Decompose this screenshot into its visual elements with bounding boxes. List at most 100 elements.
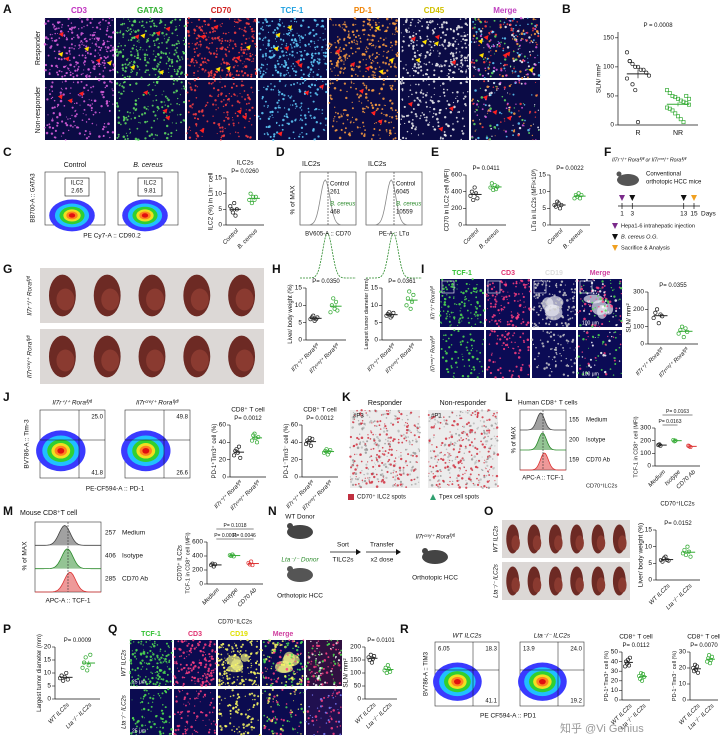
micrograph-cell [164, 95, 167, 98]
micrograph-cell [444, 437, 448, 440]
scale-bar-label: 100 μm [582, 320, 599, 326]
micrograph-cell [182, 100, 186, 104]
micrograph-cell [554, 365, 557, 368]
micrograph-cell [381, 108, 384, 111]
micrograph-cell [53, 99, 56, 102]
micrograph-cell [556, 298, 559, 301]
arrowhead [438, 126, 444, 132]
micrograph-cell [299, 106, 302, 109]
micrograph-cell [131, 70, 134, 73]
micrograph-cell [378, 424, 381, 427]
micrograph-cell [464, 103, 467, 106]
micrograph-cell [449, 28, 453, 31]
micrograph-cell [517, 356, 521, 359]
day-label: 15 [690, 211, 698, 218]
micrograph-cell [289, 43, 292, 46]
micrograph-cell [536, 94, 539, 96]
micrograph-cell [358, 477, 360, 479]
micrograph-cell [417, 423, 419, 425]
micrograph-cell [437, 121, 440, 124]
micrograph-cell [252, 58, 255, 60]
micrograph-cell [353, 68, 355, 70]
inset-box [487, 280, 501, 294]
micrograph-cell [512, 134, 515, 137]
micrograph-cell [360, 409, 363, 412]
micrograph-cell [501, 74, 505, 78]
micrograph-cell [521, 77, 524, 79]
micrograph-cell [174, 29, 177, 32]
micrograph-cell [428, 441, 431, 444]
micrograph-cell [466, 64, 469, 68]
timeline-arrow [629, 195, 636, 201]
micrograph-cell [384, 450, 387, 453]
micrograph-cell [163, 38, 165, 40]
micrograph-cell [206, 120, 209, 123]
micrograph-cell [459, 444, 463, 448]
micrograph-cell [323, 54, 325, 57]
micrograph-cell [432, 33, 434, 35]
micrograph-cell [537, 313, 540, 316]
micrograph-cell [497, 325, 500, 328]
micrograph-cell [529, 110, 532, 113]
micrograph-cell [81, 43, 83, 45]
micrograph-cell [620, 321, 623, 324]
micrograph-cell [425, 21, 429, 24]
micrograph-cell [594, 336, 596, 339]
micrograph-cell [487, 429, 491, 432]
micrograph-cell [316, 60, 319, 63]
condition-label: CD70⁺ILC2s [586, 482, 618, 489]
micrograph-cell [389, 99, 392, 102]
y-tick-label: 5 [298, 319, 302, 326]
micrograph-cell [512, 334, 514, 337]
micrograph-cell [462, 97, 465, 100]
micrograph-cell [384, 104, 387, 107]
micrograph-cell [156, 110, 159, 112]
micrograph-cell [532, 39, 535, 42]
micrograph-cell [372, 53, 374, 55]
micrograph-cell [478, 474, 481, 477]
micrograph-cell [565, 339, 568, 342]
micrograph-cell [373, 35, 376, 38]
y-tick-label: 200 [451, 205, 462, 212]
micrograph-cell [86, 18, 89, 21]
micrograph-cell [376, 460, 379, 463]
micrograph-cell [395, 463, 397, 465]
micrograph-cell [601, 286, 604, 289]
micrograph-cell [56, 43, 59, 46]
micrograph-cell [506, 323, 509, 326]
micrograph-cell [489, 47, 492, 49]
micrograph-cell [459, 18, 462, 20]
micrograph-cell [245, 109, 247, 111]
micrograph-cell [218, 36, 220, 38]
micrograph-cell [149, 25, 152, 28]
micrograph-cell [428, 439, 431, 443]
y-axis-label: BV786-A :: Tim-3 [24, 419, 31, 469]
micrograph-cell [529, 54, 532, 57]
micrograph-cell [437, 50, 439, 52]
micrograph-cell [402, 136, 405, 139]
micrograph-cell [282, 118, 285, 122]
micrograph-cell [260, 66, 263, 69]
arrowhead [358, 88, 364, 94]
micrograph-cell [273, 28, 277, 32]
micrograph-cell [218, 39, 221, 42]
micrograph-cell [102, 43, 105, 46]
image-title: Non-responder [440, 400, 487, 407]
micrograph-cell [163, 101, 165, 103]
micrograph-cell [434, 415, 436, 418]
micrograph-cell [142, 49, 144, 51]
micrograph-cell [420, 53, 422, 55]
micrograph-cell [512, 17, 516, 20]
micrograph-cell [91, 18, 94, 20]
quadrant-value: 25.0 [91, 415, 103, 421]
micrograph-cell [579, 310, 582, 313]
micrograph-cell [80, 40, 83, 43]
micrograph-cell [364, 129, 366, 131]
plot-title: CD8⁺ T cell [231, 407, 265, 414]
micrograph-cell [585, 278, 588, 282]
micrograph-cell [372, 19, 374, 21]
micrograph-cell [86, 24, 89, 27]
micrograph-cell [96, 45, 98, 47]
micrograph-cell [498, 45, 501, 48]
micrograph-cell [540, 302, 543, 305]
